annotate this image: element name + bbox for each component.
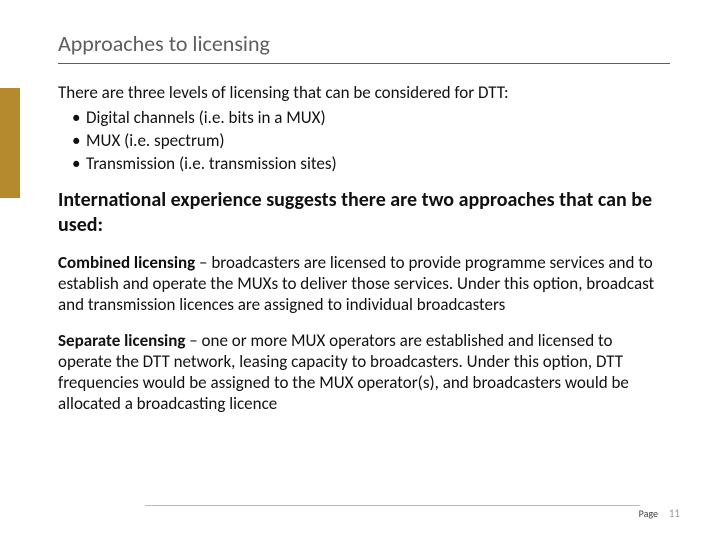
accent-bar [0, 88, 20, 198]
bullet-item: Transmission (i.e. transmission sites) [72, 153, 670, 176]
page-label: Page [639, 507, 658, 520]
bullet-list: Digital channels (i.e. bits in a MUX) MU… [72, 107, 670, 176]
page-number: 11 [669, 507, 680, 520]
bullet-item: Digital channels (i.e. bits in a MUX) [72, 107, 670, 130]
intro-text: There are three levels of licensing that… [58, 82, 670, 103]
slide-title: Approaches to licensing [58, 30, 670, 64]
bullet-item: MUX (i.e. spectrum) [72, 130, 670, 153]
paragraph-combined: Combined licensing – broadcasters are li… [58, 252, 670, 316]
paragraph-lead: Separate licensing [58, 330, 185, 351]
footer-rule [145, 505, 640, 506]
subheading: International experience suggests there … [58, 188, 670, 238]
paragraph-lead: Combined licensing [58, 252, 195, 273]
paragraph-separate: Separate licensing – one or more MUX ope… [58, 330, 670, 415]
slide: Approaches to licensing There are three … [0, 0, 720, 540]
